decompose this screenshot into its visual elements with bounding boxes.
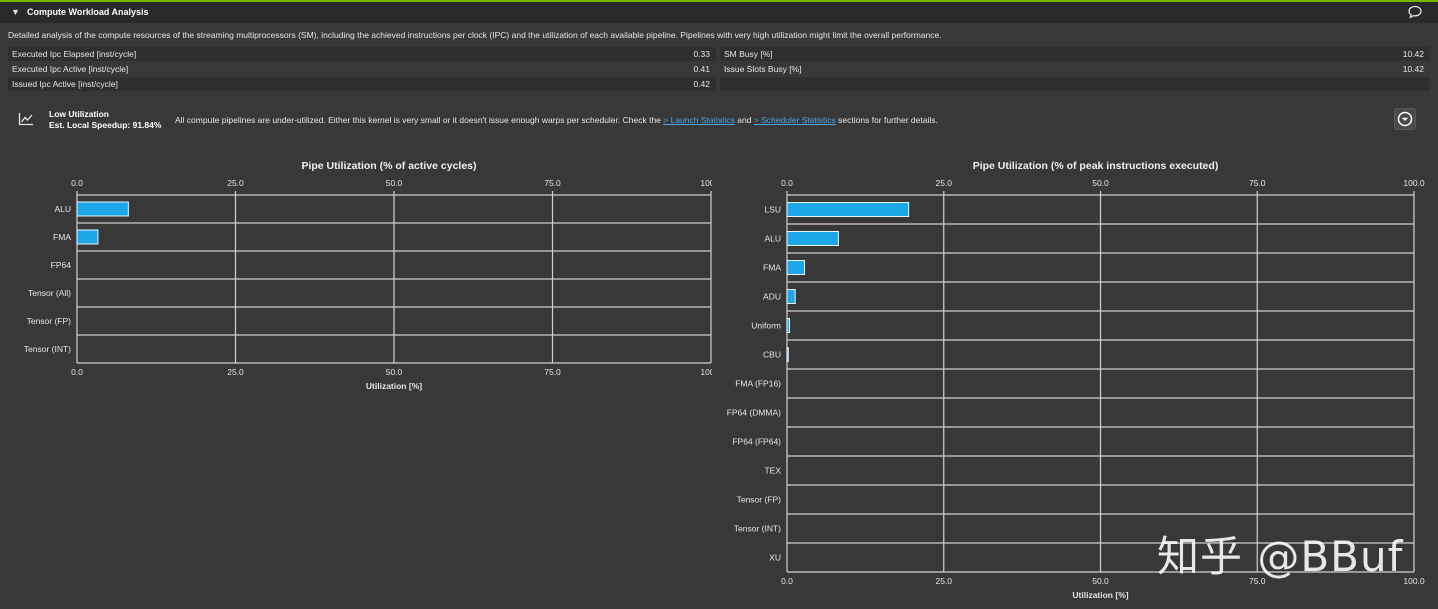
pipe-utilization-active-cycles-chart: Pipe Utilization (% of active cycles) 0.0… bbox=[24, 160, 712, 391]
category-label: XU bbox=[769, 553, 781, 563]
tick-label-top: 75.0 bbox=[1249, 178, 1266, 188]
line-chart-icon bbox=[18, 113, 33, 126]
bar bbox=[786, 289, 796, 304]
chart-title: Pipe Utilization (% of peak instructions… bbox=[973, 160, 1219, 172]
bar bbox=[786, 347, 789, 362]
category-label: ALU bbox=[54, 204, 71, 214]
category-label: ALU bbox=[764, 234, 781, 244]
section-description: Detailed analysis of the compute resourc… bbox=[8, 30, 942, 40]
scheduler-statistics-link[interactable]: > Scheduler Statistics bbox=[753, 115, 836, 125]
chevron-down-circle-icon bbox=[1397, 111, 1413, 127]
metric-value: 10.42 bbox=[1402, 49, 1424, 59]
section-title: Compute Workload Analysis bbox=[27, 7, 149, 17]
category-label: Tensor (INT) bbox=[24, 344, 71, 354]
category-label: Tensor (INT) bbox=[734, 524, 781, 534]
tick-label-top: 100.0 bbox=[1403, 178, 1425, 188]
tick-label-bottom: 100.0 bbox=[700, 367, 712, 377]
bar bbox=[786, 260, 806, 275]
category-label: Uniform bbox=[751, 321, 781, 331]
section-accent-line bbox=[0, 0, 1438, 2]
metric-row: Issued Ipc Active [inst/cycle] 0.42 bbox=[8, 77, 716, 91]
metric-label: Executed Ipc Elapsed [inst/cycle] bbox=[12, 49, 137, 59]
tick-label-top: 75.0 bbox=[544, 178, 561, 188]
tick-label-top: 50.0 bbox=[1092, 178, 1109, 188]
category-label: FP64 (FP64) bbox=[732, 437, 781, 447]
tick-label-top: 100.0 bbox=[700, 178, 712, 188]
pipe-utilization-peak-instructions-chart: Pipe Utilization (% of peak instructions… bbox=[727, 160, 1425, 600]
metric-value: 0.41 bbox=[693, 64, 710, 74]
category-label: FMA bbox=[53, 232, 71, 242]
metric-label: SM Busy [%] bbox=[724, 49, 773, 59]
tick-label-top: 25.0 bbox=[227, 178, 244, 188]
metric-row: Executed Ipc Active [inst/cycle] 0.41 bbox=[8, 62, 716, 76]
bar bbox=[76, 229, 99, 245]
bar bbox=[76, 201, 129, 217]
metric-label: Issue Slots Busy [%] bbox=[724, 64, 802, 74]
category-label: ADU bbox=[763, 292, 781, 302]
bar bbox=[786, 202, 910, 217]
tick-label-bottom: 75.0 bbox=[544, 367, 561, 377]
tick-label-bottom: 75.0 bbox=[1249, 576, 1266, 586]
collapse-caret-icon[interactable]: ▼ bbox=[11, 7, 20, 17]
tick-label-bottom: 25.0 bbox=[227, 367, 244, 377]
tick-label-bottom: 0.0 bbox=[781, 576, 793, 586]
metric-row: Executed Ipc Elapsed [inst/cycle] 0.33 bbox=[8, 47, 716, 61]
section-header[interactable]: ▼ Compute Workload Analysis bbox=[0, 2, 1438, 23]
x-axis-label: Utilization [%] bbox=[366, 381, 422, 391]
metric-value: 10.42 bbox=[1402, 64, 1424, 74]
recommendation-text: All compute pipelines are under-utilized… bbox=[175, 115, 938, 125]
tick-label-bottom: 50.0 bbox=[386, 367, 403, 377]
recommendation-text-after: sections for further details. bbox=[838, 115, 938, 125]
category-label: TEX bbox=[764, 466, 781, 476]
category-label: FP64 (DMMA) bbox=[727, 408, 781, 418]
metric-label: Executed Ipc Active [inst/cycle] bbox=[12, 64, 129, 74]
bar bbox=[786, 318, 791, 333]
recommendation-speedup: Est. Local Speedup: 91.84% bbox=[49, 120, 162, 130]
bar bbox=[786, 231, 839, 246]
recommendation-text-before: All compute pipelines are under-utilized… bbox=[175, 115, 661, 125]
category-label: FMA bbox=[763, 263, 781, 273]
recommendation-title: Low Utilization bbox=[49, 109, 109, 119]
launch-statistics-link[interactable]: > Launch Statistics bbox=[663, 115, 735, 125]
category-label: LSU bbox=[764, 205, 781, 215]
category-label: FP64 bbox=[51, 260, 72, 270]
expand-recommendation-button[interactable] bbox=[1394, 108, 1416, 130]
tick-label-top: 50.0 bbox=[386, 178, 403, 188]
tick-label-bottom: 25.0 bbox=[935, 576, 952, 586]
metric-value: 0.33 bbox=[693, 49, 710, 59]
x-axis-label: Utilization [%] bbox=[1072, 590, 1128, 600]
metric-row: SM Busy [%] 10.42 bbox=[720, 47, 1430, 61]
metric-value: 0.42 bbox=[693, 79, 710, 89]
category-label: Tensor (FP) bbox=[737, 495, 782, 505]
recommendation-row: Low Utilization Est. Local Speedup: 91.8… bbox=[8, 103, 1430, 137]
category-label: Tensor (FP) bbox=[27, 316, 72, 326]
tick-label-top: 0.0 bbox=[71, 178, 83, 188]
comment-icon[interactable] bbox=[1408, 5, 1422, 19]
tick-label-bottom: 0.0 bbox=[71, 367, 83, 377]
metric-row-empty bbox=[720, 77, 1430, 91]
tick-label-top: 25.0 bbox=[935, 178, 952, 188]
tick-label-bottom: 100.0 bbox=[1403, 576, 1425, 586]
tick-label-top: 0.0 bbox=[781, 178, 793, 188]
recommendation-text-mid: and bbox=[737, 115, 752, 125]
metric-row: Issue Slots Busy [%] 10.42 bbox=[720, 62, 1430, 76]
category-label: CBU bbox=[763, 350, 781, 360]
watermark-text: 知乎 @BBuf bbox=[1157, 532, 1404, 581]
category-label: Tensor (All) bbox=[28, 288, 71, 298]
tick-label-bottom: 50.0 bbox=[1092, 576, 1109, 586]
metric-label: Issued Ipc Active [inst/cycle] bbox=[12, 79, 118, 89]
category-label: FMA (FP16) bbox=[735, 379, 781, 389]
chart-title: Pipe Utilization (% of active cycles) bbox=[301, 160, 476, 172]
